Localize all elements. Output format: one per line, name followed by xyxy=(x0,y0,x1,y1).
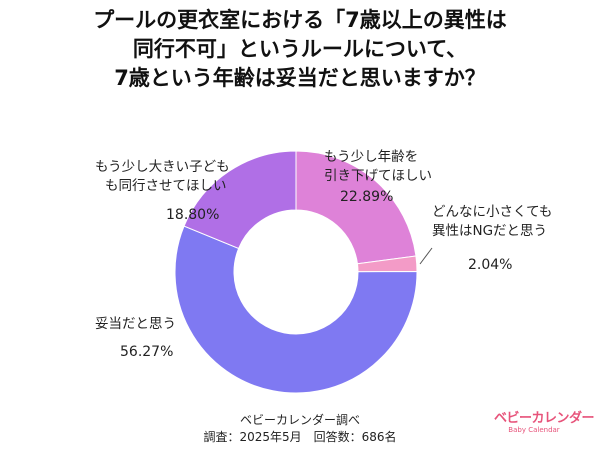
slice-value-appropriate: 56.27% xyxy=(120,344,174,360)
slice-value-older-kids: 18.80% xyxy=(166,207,220,223)
slice-label-older-kids-line-1: もう少し大きい子ども xyxy=(95,159,230,175)
footer-survey: 調査：2025年5月 回答数：686名 xyxy=(203,430,397,444)
slice-label-never-ok-line-1: どんなに小さくても xyxy=(432,204,553,220)
slice-leader-line xyxy=(419,247,433,265)
slice-label-older-kids-line-2: も同行させてほしい xyxy=(105,178,227,194)
slice-label-never-ok: どんなに小さくても 異性はNGだと思う xyxy=(432,203,552,241)
chart-title: プールの更衣室における「7歳以上の異性は 同行不可」というルールについて、 7歳… xyxy=(0,6,600,93)
slice-lower-age xyxy=(295,150,417,265)
title-line-3: 7歳という年齢は妥当だと思いますか？ xyxy=(114,66,486,90)
brand-logo: ベビーカレンダー Baby Calendar xyxy=(494,407,595,434)
slice-appropriate xyxy=(174,225,418,394)
slice-value-never-ok: 2.04% xyxy=(468,257,513,273)
slice-value-lower-age: 22.89% xyxy=(340,189,394,205)
title-line-2: 同行不可」というルールについて、 xyxy=(132,37,468,61)
slice-older-kids xyxy=(183,150,297,250)
footer-source: ベビーカレンダー調べ xyxy=(239,413,360,427)
brand-logo-subtext: Baby Calendar xyxy=(508,426,560,434)
slice-label-lower-age: もう少し年齢を 引き下げてほしい xyxy=(324,148,432,186)
title-line-1: プールの更衣室における「7歳以上の異性は xyxy=(93,8,507,32)
slice-label-appropriate-line-1: 妥当だと思う xyxy=(95,316,176,332)
brand-logo-text: ベビーカレンダー xyxy=(494,411,595,426)
slice-label-older-kids: もう少し大きい子ども も同行させてほしい xyxy=(95,158,230,196)
slice-label-lower-age-line-2: 引き下げてほしい xyxy=(324,168,432,184)
slice-label-never-ok-line-2: 異性はNGだと思う xyxy=(432,223,548,239)
slice-label-lower-age-line-1: もう少し年齢を xyxy=(324,149,419,165)
donut-slices xyxy=(174,150,418,394)
slice-label-appropriate: 妥当だと思う xyxy=(95,315,176,334)
